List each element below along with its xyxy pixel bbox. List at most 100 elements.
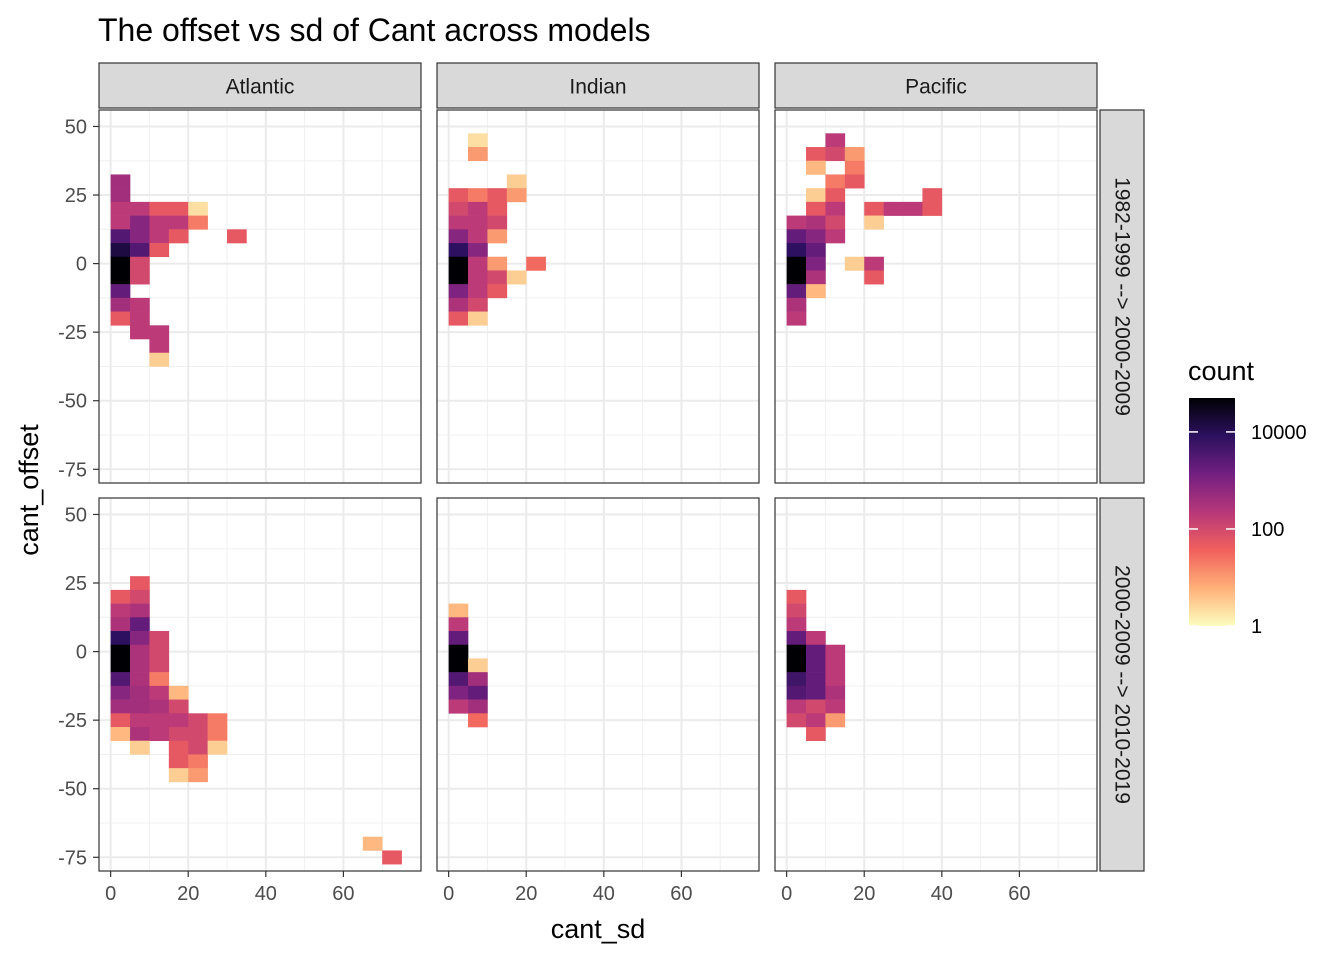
heatmap-cell xyxy=(110,201,131,216)
heatmap-cell xyxy=(506,174,527,189)
x-tick-label: 20 xyxy=(177,883,199,905)
heatmap-cell xyxy=(844,160,865,175)
heatmap-cell xyxy=(825,229,846,244)
heatmap-cell xyxy=(168,740,189,755)
y-tick-label: 0 xyxy=(76,254,87,276)
heatmap-cell xyxy=(130,256,150,271)
heatmap-cell xyxy=(448,311,469,326)
heatmap-cell xyxy=(149,699,170,714)
heatmap-cell xyxy=(168,229,189,244)
panel-border xyxy=(774,109,1098,484)
heatmap-cell xyxy=(468,713,488,728)
heatmap-cell xyxy=(806,672,826,687)
heatmap-cell xyxy=(844,256,865,271)
heatmap-cell xyxy=(362,836,383,851)
strip-background xyxy=(1099,109,1145,484)
heatmap-cell xyxy=(487,256,508,271)
heatmap-cell xyxy=(188,740,208,755)
strip-label: 1982-1999 --> 2000-2009 xyxy=(1111,177,1134,416)
heatmap-cell xyxy=(130,603,150,618)
heatmap-cell xyxy=(883,201,904,216)
heatmap-cell xyxy=(110,174,131,189)
heatmap-cell xyxy=(130,672,150,687)
x-tick-label: 40 xyxy=(593,883,615,905)
heatmap-cell xyxy=(227,229,247,244)
heatmap-cell xyxy=(786,311,807,326)
row-strip-2: 2000-2009 --> 2010-2019 xyxy=(1099,497,1145,872)
heatmap-cell xyxy=(207,740,228,755)
strip-label: 2000-2009 --> 2010-2019 xyxy=(1111,565,1134,804)
panel-pacific-row1 xyxy=(774,109,1098,484)
heatmap-cell xyxy=(168,215,189,230)
heatmap-cell xyxy=(130,325,150,340)
y-tick-label: 25 xyxy=(65,573,87,595)
heatmap-cell xyxy=(207,727,228,742)
heatmap-cell xyxy=(506,270,527,285)
heatmap-cell xyxy=(468,215,488,230)
heatmap-cell xyxy=(448,215,469,230)
heatmap-cell xyxy=(448,617,469,632)
heatmap-cell xyxy=(806,713,826,728)
heatmap-cell xyxy=(786,229,807,244)
heatmap-cell xyxy=(468,311,488,326)
heatmap-cell xyxy=(130,699,150,714)
heatmap-cell xyxy=(130,685,150,700)
heatmap-cell xyxy=(487,229,508,244)
heatmap-cell xyxy=(149,713,170,728)
heatmap-cell xyxy=(110,699,131,714)
heatmap-cell xyxy=(825,201,846,216)
heatmap-cell xyxy=(188,768,208,783)
heatmap-cell xyxy=(806,685,826,700)
heatmap-cell xyxy=(806,699,826,714)
heatmap-cell xyxy=(922,201,943,216)
heatmap-cell xyxy=(806,160,826,175)
heatmap-cell xyxy=(110,243,131,258)
y-tick-label: 50 xyxy=(65,504,87,526)
heatmap-cell xyxy=(188,713,208,728)
heatmap-cell xyxy=(487,188,508,203)
heatmap-cell xyxy=(468,229,488,244)
heatmap-cell xyxy=(468,133,488,148)
heatmap-cell xyxy=(149,229,170,244)
heatmap-cell xyxy=(110,713,131,728)
heatmap-cell xyxy=(786,215,807,230)
strip-label: Pacific xyxy=(905,76,967,99)
heatmap-cell xyxy=(806,188,826,203)
panel-border xyxy=(436,109,760,484)
heatmap-cell xyxy=(786,699,807,714)
x-tick-label: 20 xyxy=(515,883,537,905)
heatmap-cell xyxy=(448,188,469,203)
heatmap-cell xyxy=(110,631,131,646)
heatmap-cell xyxy=(130,589,150,604)
heatmap-cell xyxy=(825,133,846,148)
x-axis-title: cant_sd xyxy=(551,914,646,944)
panel-indian-row1 xyxy=(436,109,760,484)
heatmap-cell xyxy=(149,201,170,216)
heatmap-cell xyxy=(130,631,150,646)
y-tick-label: -50 xyxy=(58,391,87,413)
y-tick-label: 0 xyxy=(76,642,87,664)
heatmap-cell xyxy=(130,297,150,312)
heatmap-cell xyxy=(130,215,150,230)
heatmap-cell xyxy=(130,658,150,673)
heatmap-cell xyxy=(110,297,131,312)
heatmap-cell xyxy=(844,147,865,162)
heatmap-cell xyxy=(864,201,884,216)
heatmap-cell xyxy=(825,699,846,714)
heatmap-cell xyxy=(110,727,131,742)
heatmap-cell xyxy=(864,270,884,285)
heatmap-cell xyxy=(130,713,150,728)
heatmap-cell xyxy=(448,699,469,714)
x-tick-label: 40 xyxy=(255,883,277,905)
heatmap-cell xyxy=(786,603,807,618)
heatmap-cell xyxy=(110,188,131,203)
heatmap-cell xyxy=(468,685,488,700)
heatmap-cell xyxy=(506,188,527,203)
heatmap-cell xyxy=(168,685,189,700)
heatmap-cell xyxy=(448,644,469,659)
y-tick-label: -75 xyxy=(58,459,87,481)
heatmap-cell xyxy=(786,297,807,312)
strip-background xyxy=(436,62,760,109)
strip-atlantic: Atlantic xyxy=(98,62,422,109)
heatmap-cell xyxy=(844,174,865,189)
